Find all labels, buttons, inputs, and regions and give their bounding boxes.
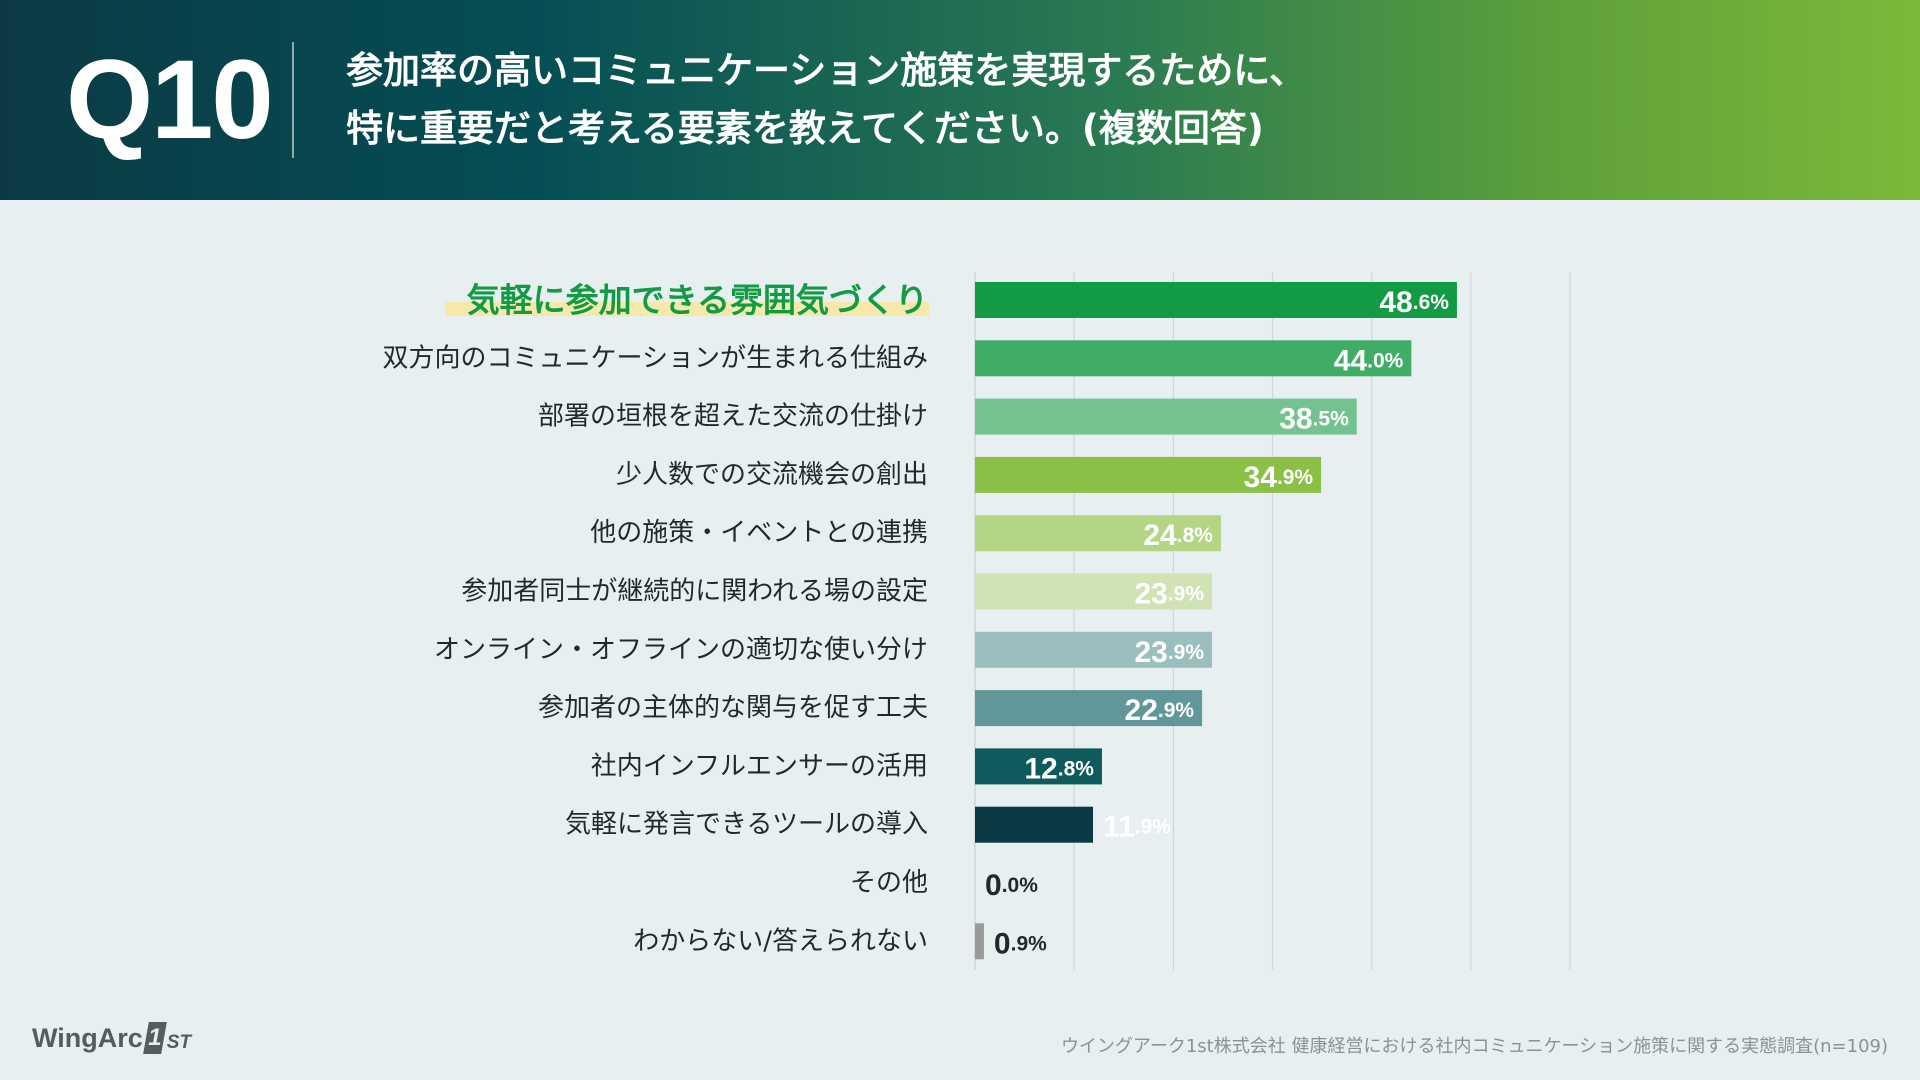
value-label: 24.8% xyxy=(1143,519,1213,552)
category-label: 部署の垣根を超えた交流の仕掛け xyxy=(538,402,928,432)
bar xyxy=(975,631,1213,668)
logo-suffix: ST xyxy=(166,1032,192,1053)
bar xyxy=(975,340,1412,377)
value-label: 11.9% xyxy=(1103,810,1171,843)
highlight-marker xyxy=(445,302,929,316)
value-label: 23.9% xyxy=(1134,577,1204,610)
bar xyxy=(975,806,1094,843)
value-label: 48.6% xyxy=(1379,286,1449,319)
category-label: その他 xyxy=(850,868,928,898)
value-label: 22.9% xyxy=(1125,694,1195,727)
question-title-line2: 特に重要だと考える要素を教えてください。(複数回答) xyxy=(346,107,1264,150)
bar xyxy=(975,748,1102,785)
value-label: 34.9% xyxy=(1244,460,1314,493)
source-note: ウイングアーク1st株式会社 健康経営における社内コミュニケーション施策に関する… xyxy=(1060,1036,1888,1057)
question-number: Q10 xyxy=(66,37,274,162)
wingarc-logo: WingArc 1 ST xyxy=(32,1018,191,1058)
header-banner: Q10 参加率の高いコミュニケーション施策を実現するために、 特に重要だと考える… xyxy=(0,0,1920,200)
category-label: わからない/答えられない xyxy=(633,926,928,956)
category-label: 参加者の主体的な関与を促す工夫 xyxy=(538,693,928,723)
bar xyxy=(975,398,1357,435)
bar xyxy=(975,456,1322,493)
value-label: 38.5% xyxy=(1279,402,1349,435)
category-label: 少人数での交流機会の創出 xyxy=(616,460,928,490)
category-label: 気軽に発言できるツールの導入 xyxy=(565,810,928,840)
question-title: 参加率の高いコミュニケーション施策を実現するために、 特に重要だと考える要素を教… xyxy=(346,42,1746,158)
category-label: 社内インフルエンサーの活用 xyxy=(591,751,928,781)
question-title-line1: 参加率の高いコミュニケーション施策を実現するために、 xyxy=(346,49,1307,92)
bar-chart: 気軽に参加できる雰囲気づくり 48.6% 双方向のコミュニケーションが生まれる仕組み… xyxy=(383,272,1571,970)
category-label: 他の施策・イベントとの連携 xyxy=(590,518,928,548)
bar xyxy=(975,282,1457,318)
logo-text: WingArc xyxy=(32,1022,143,1053)
value-label: 12.8% xyxy=(1024,752,1094,785)
category-label: 双方向のコミュニケーションが生まれる仕組み xyxy=(383,343,928,373)
category-label: オンライン・オフラインの適切な使い分け xyxy=(434,635,928,665)
value-label: 44.0% xyxy=(1334,344,1404,377)
bar xyxy=(975,573,1213,610)
category-label: 気軽に参加できる雰囲気づくり xyxy=(467,281,928,320)
value-label: 0.9% xyxy=(994,927,1047,960)
bar xyxy=(975,923,984,960)
chart-area: 気軽に参加できる雰囲気づくり 48.6% 双方向のコミュニケーションが生まれる仕組み… xyxy=(0,200,1920,1000)
value-label: 0.0% xyxy=(985,869,1038,902)
value-label: 23.9% xyxy=(1134,635,1204,668)
category-label: 参加者同士が継続的に関われる場の設定 xyxy=(461,577,928,607)
bar xyxy=(975,515,1221,552)
logo-mark: 1 xyxy=(142,1022,167,1054)
bar xyxy=(975,690,1203,727)
header-divider xyxy=(292,42,294,158)
